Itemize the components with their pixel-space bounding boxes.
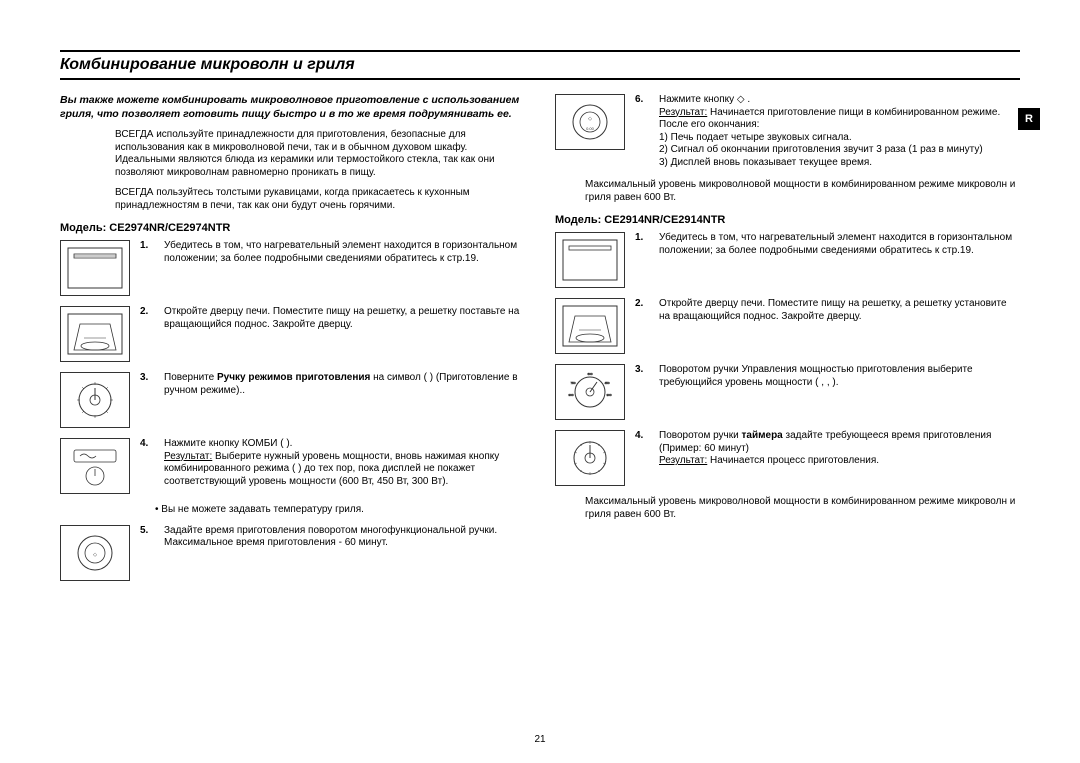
step-text: Откройте дверцу печи. Поместите пищу на … [164, 306, 525, 331]
start-dial-icon: ◇ 0.00 [555, 94, 625, 150]
step-number: 2. [635, 298, 649, 309]
right-step-2: 2. Откройте дверцу печи. Поместите пищу … [555, 298, 1020, 354]
step-text: Нажмите кнопку ◇ . Результат: Начинается… [659, 94, 1020, 169]
step-text: Нажмите кнопку КОМБИ ( ). Результат: Выб… [164, 438, 525, 488]
step-text: Поверните Ручку режимов приготовления на… [164, 372, 525, 397]
step-number: 1. [635, 232, 649, 243]
svg-text:600: 600 [587, 372, 592, 376]
mode-dial-icon [60, 372, 130, 428]
safety-para-2: ВСЕГДА пользуйтесь толстыми рукавицами, … [115, 187, 525, 212]
step-text: Поворотом ручки Управления мощностью при… [659, 364, 1020, 389]
model-heading-right: Модель: CE2914NR/CE2914NTR [555, 214, 1020, 226]
step-text: Убедитесь в том, что нагревательный элем… [164, 240, 525, 265]
page-number: 21 [0, 734, 1080, 745]
step-number: 1. [140, 240, 154, 251]
left-step-1: 1. Убедитесь в том, что нагревательный э… [60, 240, 525, 296]
left-step-4: 4. Нажмите кнопку КОМБИ ( ). Результат: … [60, 438, 525, 494]
left-column: Вы также можете комбинировать микроволно… [60, 94, 525, 591]
microwave-interior-icon [555, 298, 625, 354]
left-step-3: 3. Поверните Ручку режимов приготовления… [60, 372, 525, 428]
title-bar: Комбинирование микроволн и гриля [60, 50, 1020, 80]
right-step-4: 4. Поворотом ручки таймера задайте требу… [555, 430, 1020, 486]
step-text: Задайте время приготовления поворотом мн… [164, 525, 525, 550]
content-columns: Вы также можете комбинировать микроволно… [60, 94, 1020, 591]
right-step-1: 1. Убедитесь в том, что нагревательный э… [555, 232, 1020, 288]
right-step-6: ◇ 0.00 6. Нажмите кнопку ◇ . Результат: Н… [555, 94, 1020, 169]
step-text: Откройте дверцу печи. Поместите пищу на … [659, 298, 1020, 323]
svg-text:300: 300 [606, 393, 611, 397]
step-number: 4. [140, 438, 154, 449]
step-number: 3. [140, 372, 154, 383]
intro-text: Вы также можете комбинировать микроволно… [60, 94, 525, 121]
step-number: 6. [635, 94, 649, 105]
step-number: 2. [140, 306, 154, 317]
step-text: Убедитесь в том, что нагревательный элем… [659, 232, 1020, 257]
timer-dial-icon [555, 430, 625, 486]
grill-temp-note: • Вы не можете задавать температуру грил… [155, 504, 525, 517]
step-number: 5. [140, 525, 154, 536]
step-number: 4. [635, 430, 649, 441]
svg-text:750: 750 [570, 381, 575, 385]
microwave-interior-icon [60, 306, 130, 362]
page-title: Комбинирование микроволн и гриля [60, 56, 1020, 74]
svg-text:900: 900 [568, 393, 573, 397]
right-column: ◇ 0.00 6. Нажмите кнопку ◇ . Результат: Н… [555, 94, 1020, 591]
safety-para-1: ВСЕГДА используйте принадлежности для пр… [115, 129, 525, 179]
right-step-3: 600 450 300 750 900 3. Поворотом ручки Управ… [555, 364, 1020, 420]
max-power-note-1: Максимальный уровень микроволновой мощно… [585, 179, 1020, 204]
step-text: Поворотом ручки таймера задайте требующе… [659, 430, 1020, 468]
power-dial-icon: 600 450 300 750 900 [555, 364, 625, 420]
model-heading-left: Модель: CE2974NR/CE2974NTR [60, 222, 525, 234]
svg-text:0.00: 0.00 [586, 126, 595, 131]
timer-dial-icon: ◇ [60, 525, 130, 581]
svg-text:◇: ◇ [93, 552, 97, 558]
heating-element-icon [555, 232, 625, 288]
svg-text:◇: ◇ [588, 116, 592, 122]
left-step-2: 2. Откройте дверцу печи. Поместите пищу … [60, 306, 525, 362]
left-step-5: ◇ 5. Задайте время приготовления поворот… [60, 525, 525, 581]
heating-element-icon [60, 240, 130, 296]
svg-text:450: 450 [604, 381, 609, 385]
step-number: 3. [635, 364, 649, 375]
combi-button-icon [60, 438, 130, 494]
language-tab: R [1018, 108, 1040, 130]
max-power-note-2: Максимальный уровень микроволновой мощно… [585, 496, 1020, 521]
